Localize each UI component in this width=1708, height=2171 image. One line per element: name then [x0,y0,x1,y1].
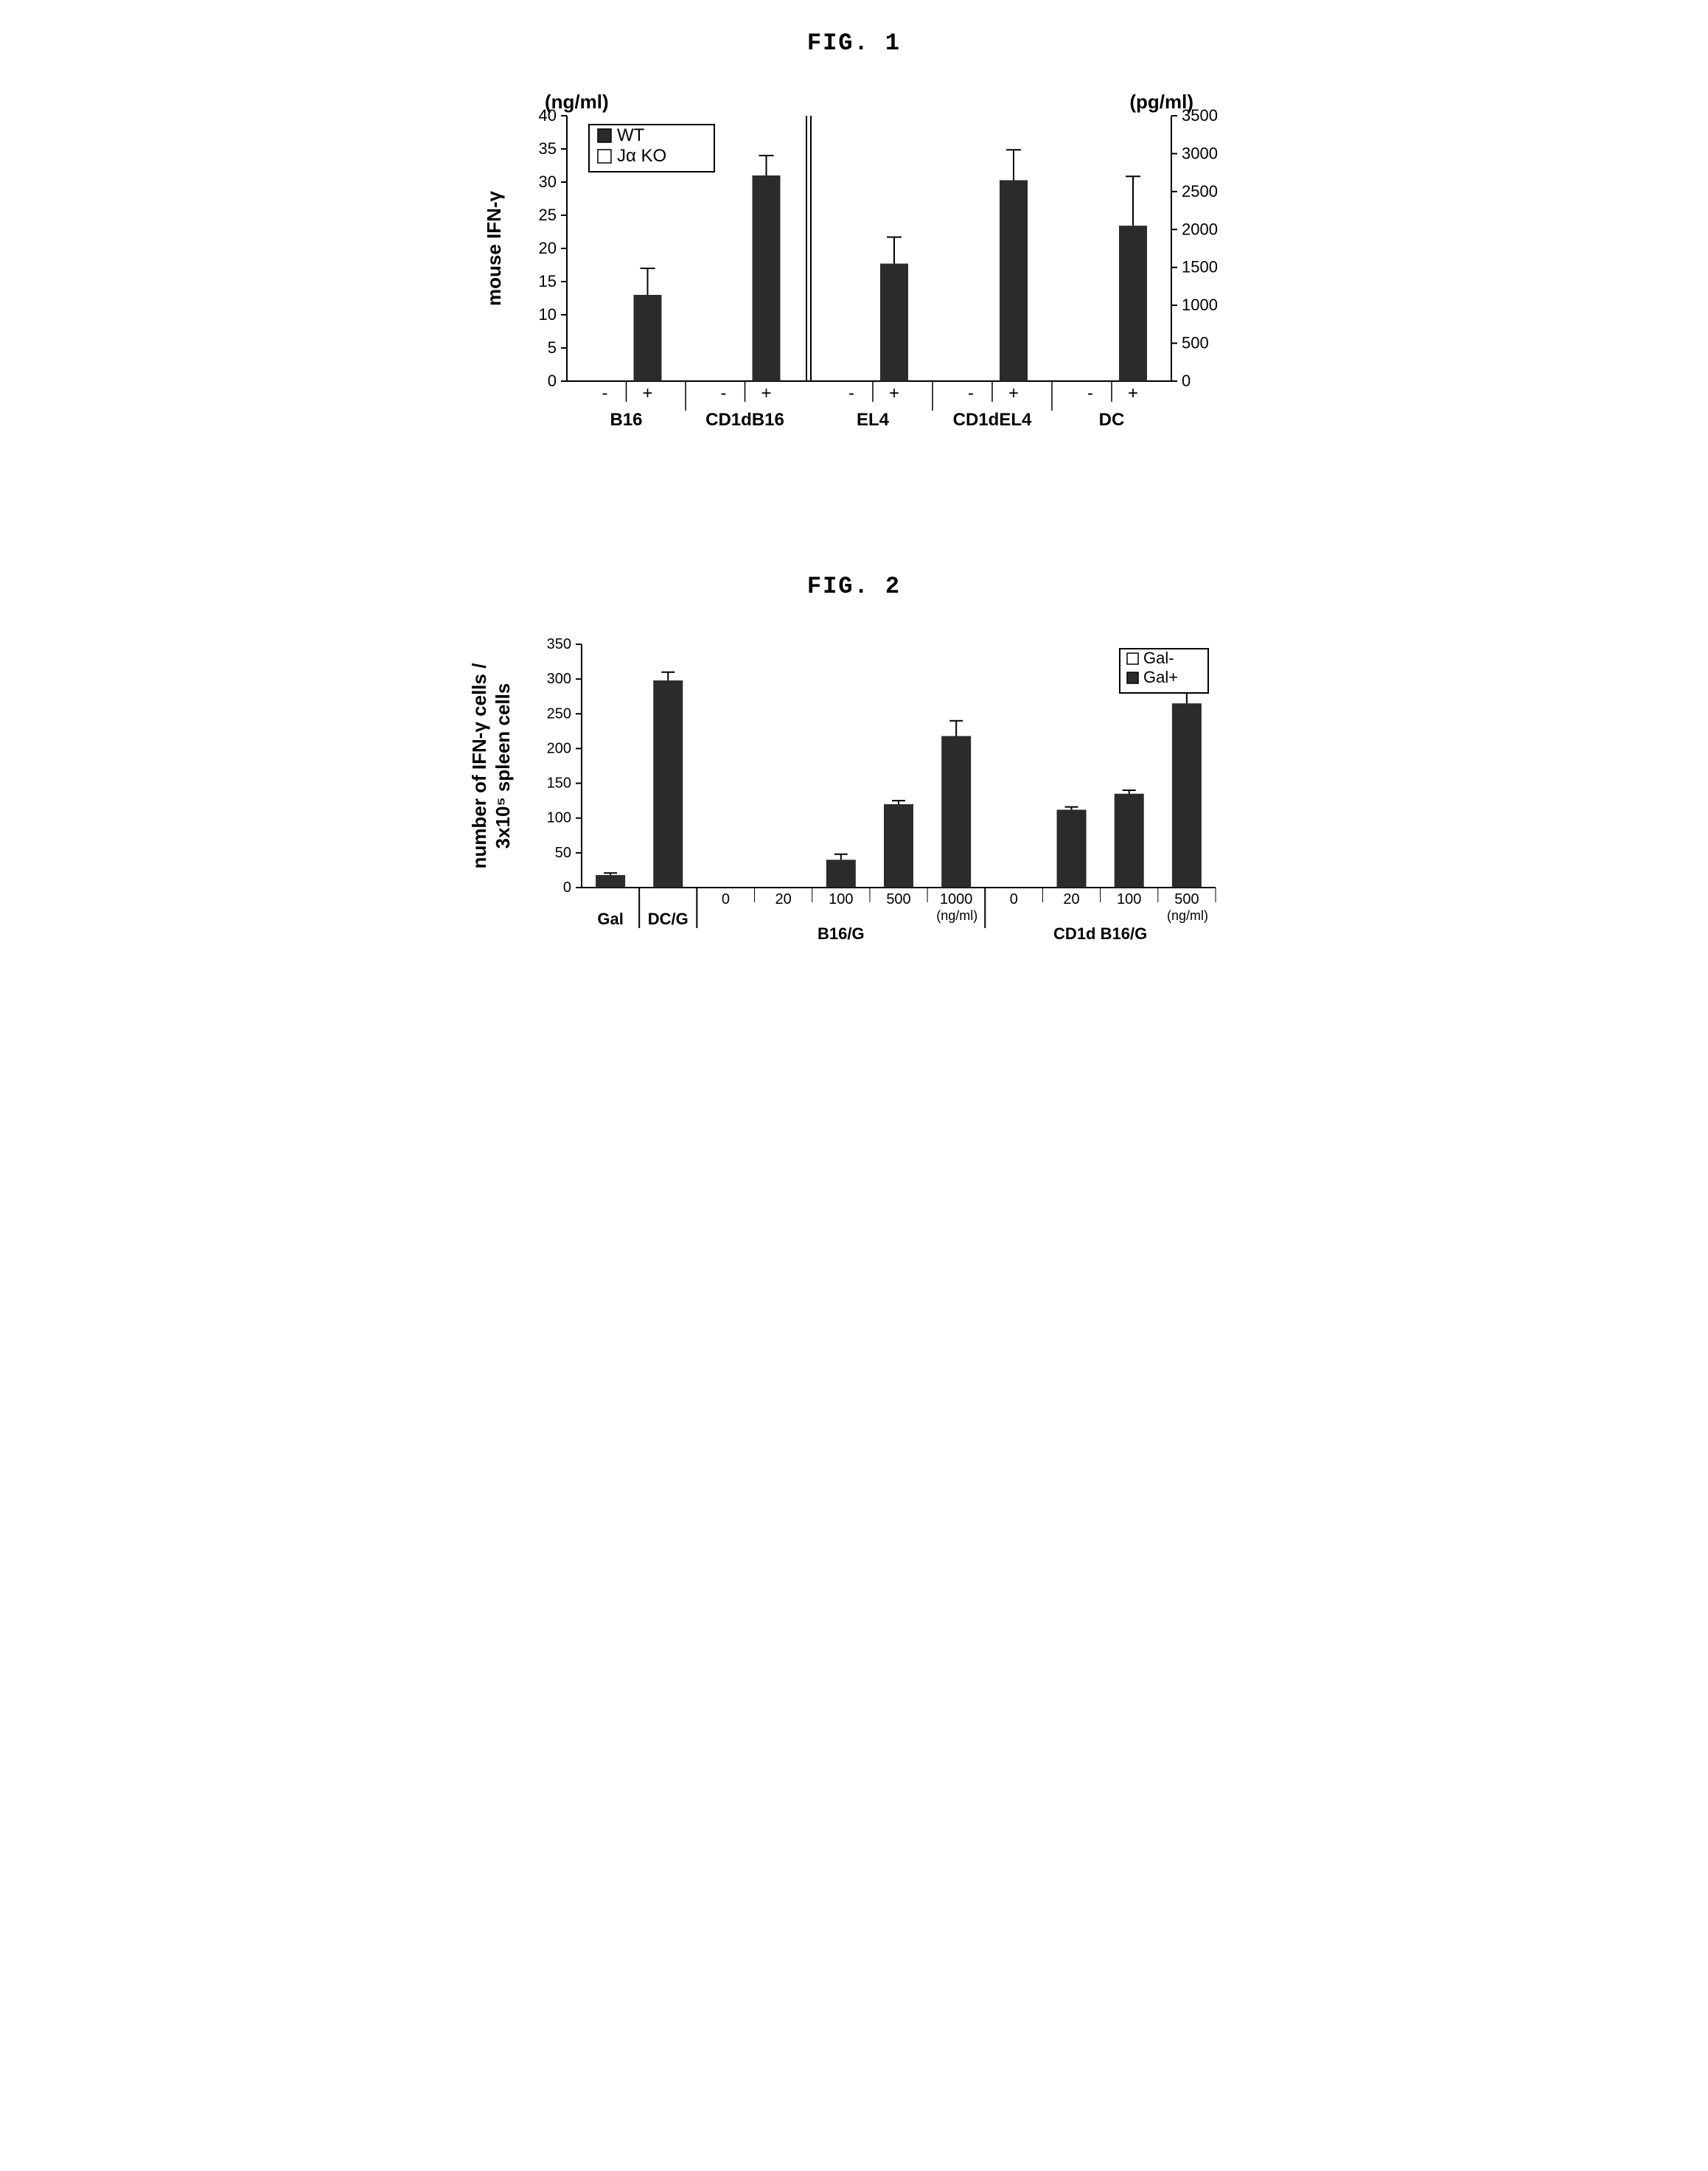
bar [633,295,661,381]
minus-label: - [968,383,974,403]
y-tick-label: 150 [546,776,571,792]
unit-mini-label: (ng/ml) [1166,908,1207,923]
plus-label: + [1008,383,1018,403]
y-tick-label: 200 [546,740,571,756]
group-label: B16 [610,410,642,430]
left-tick-label: 5 [547,338,556,357]
figure-2: FIG. 2 050100150200250300350number of IF… [29,573,1679,998]
panel-label: CD1d B16/G [1053,924,1147,943]
bar-label: 500 [886,891,910,907]
bar [1114,794,1143,888]
bar-label: 0 [1009,891,1017,907]
figure-2-chart-wrap: 050100150200250300350number of IFN-γ cel… [29,630,1679,998]
panel-label: DC/G [647,910,688,928]
bar-label: 500 [1174,891,1199,907]
bar [1119,226,1147,381]
right-tick-label: 1500 [1182,258,1218,276]
figure-2-chart: 050100150200250300350number of IFN-γ cel… [449,630,1260,998]
legend-label: WT [617,125,645,145]
left-tick-label: 0 [547,372,556,390]
bar-label: 1000 [939,891,972,907]
bar [941,736,971,888]
right-tick-label: 1000 [1182,296,1218,314]
legend-swatch [1127,672,1138,683]
legend-swatch [1127,653,1138,664]
plus-label: + [1127,383,1137,403]
panel-label: B16/G [818,924,865,943]
y-axis-label: mouse IFN-γ [483,190,505,306]
bar-label: 20 [775,891,791,907]
bar [752,175,780,381]
right-tick-label: 2500 [1182,182,1218,201]
bar-label: 20 [1063,891,1079,907]
left-tick-label: 40 [538,106,556,125]
figure-2-title: FIG. 2 [29,573,1679,600]
legend-label: Jα KO [617,146,666,166]
left-tick-label: 20 [538,239,556,257]
group-label: EL4 [856,410,889,430]
right-tick-label: 0 [1182,372,1191,390]
bar [1171,703,1201,888]
minus-label: - [848,383,854,403]
left-tick-label: 15 [538,272,556,290]
y-axis-label-2: 3x10⁵ spleen cells [492,683,514,849]
unit-mini-label: (ng/ml) [936,908,977,923]
bar [884,804,913,888]
y-tick-label: 350 [546,636,571,652]
y-tick-label: 250 [546,705,571,722]
group-label: DC [1098,410,1124,430]
minus-label: - [720,383,726,403]
legend-swatch [598,129,611,142]
plus-label: + [642,383,652,403]
panel-label: Gal [597,910,623,928]
bar [596,875,625,888]
bar [880,264,908,381]
legend-label: Gal+ [1143,668,1178,686]
legend-swatch [598,150,611,163]
left-tick-label: 35 [538,139,556,158]
right-tick-label: 3500 [1182,106,1218,125]
left-tick-label: 25 [538,206,556,224]
bar [1056,809,1086,888]
right-tick-label: 2000 [1182,220,1218,238]
minus-label: - [602,383,607,403]
minus-label: - [1087,383,1093,403]
right-tick-label: 3000 [1182,144,1218,162]
left-tick-label: 10 [538,305,556,324]
figure-1-title: FIG. 1 [29,29,1679,57]
plus-label: + [888,383,899,403]
y-tick-label: 100 [546,810,571,826]
figure-1: FIG. 1 (ng/ml)(pg/ml)0510152025303540050… [29,29,1679,499]
y-tick-label: 0 [562,879,571,896]
y-tick-label: 300 [546,671,571,687]
bar [1000,180,1028,381]
figure-1-chart: (ng/ml)(pg/ml)05101520253035400500100015… [449,86,1260,499]
plus-label: + [761,383,771,403]
right-tick-label: 500 [1182,334,1209,352]
figure-1-chart-wrap: (ng/ml)(pg/ml)05101520253035400500100015… [29,86,1679,499]
group-label: CD1dB16 [705,410,784,430]
y-tick-label: 50 [554,845,571,861]
bar [653,680,683,888]
bar-label: 0 [721,891,729,907]
left-tick-label: 30 [538,173,556,191]
legend-label: Gal- [1143,649,1174,667]
bar [826,860,855,888]
y-axis-label-1: number of IFN-γ cells / [468,663,490,869]
bar-label: 100 [1117,891,1141,907]
bar-label: 100 [829,891,853,907]
group-label: CD1dEL4 [952,410,1031,430]
